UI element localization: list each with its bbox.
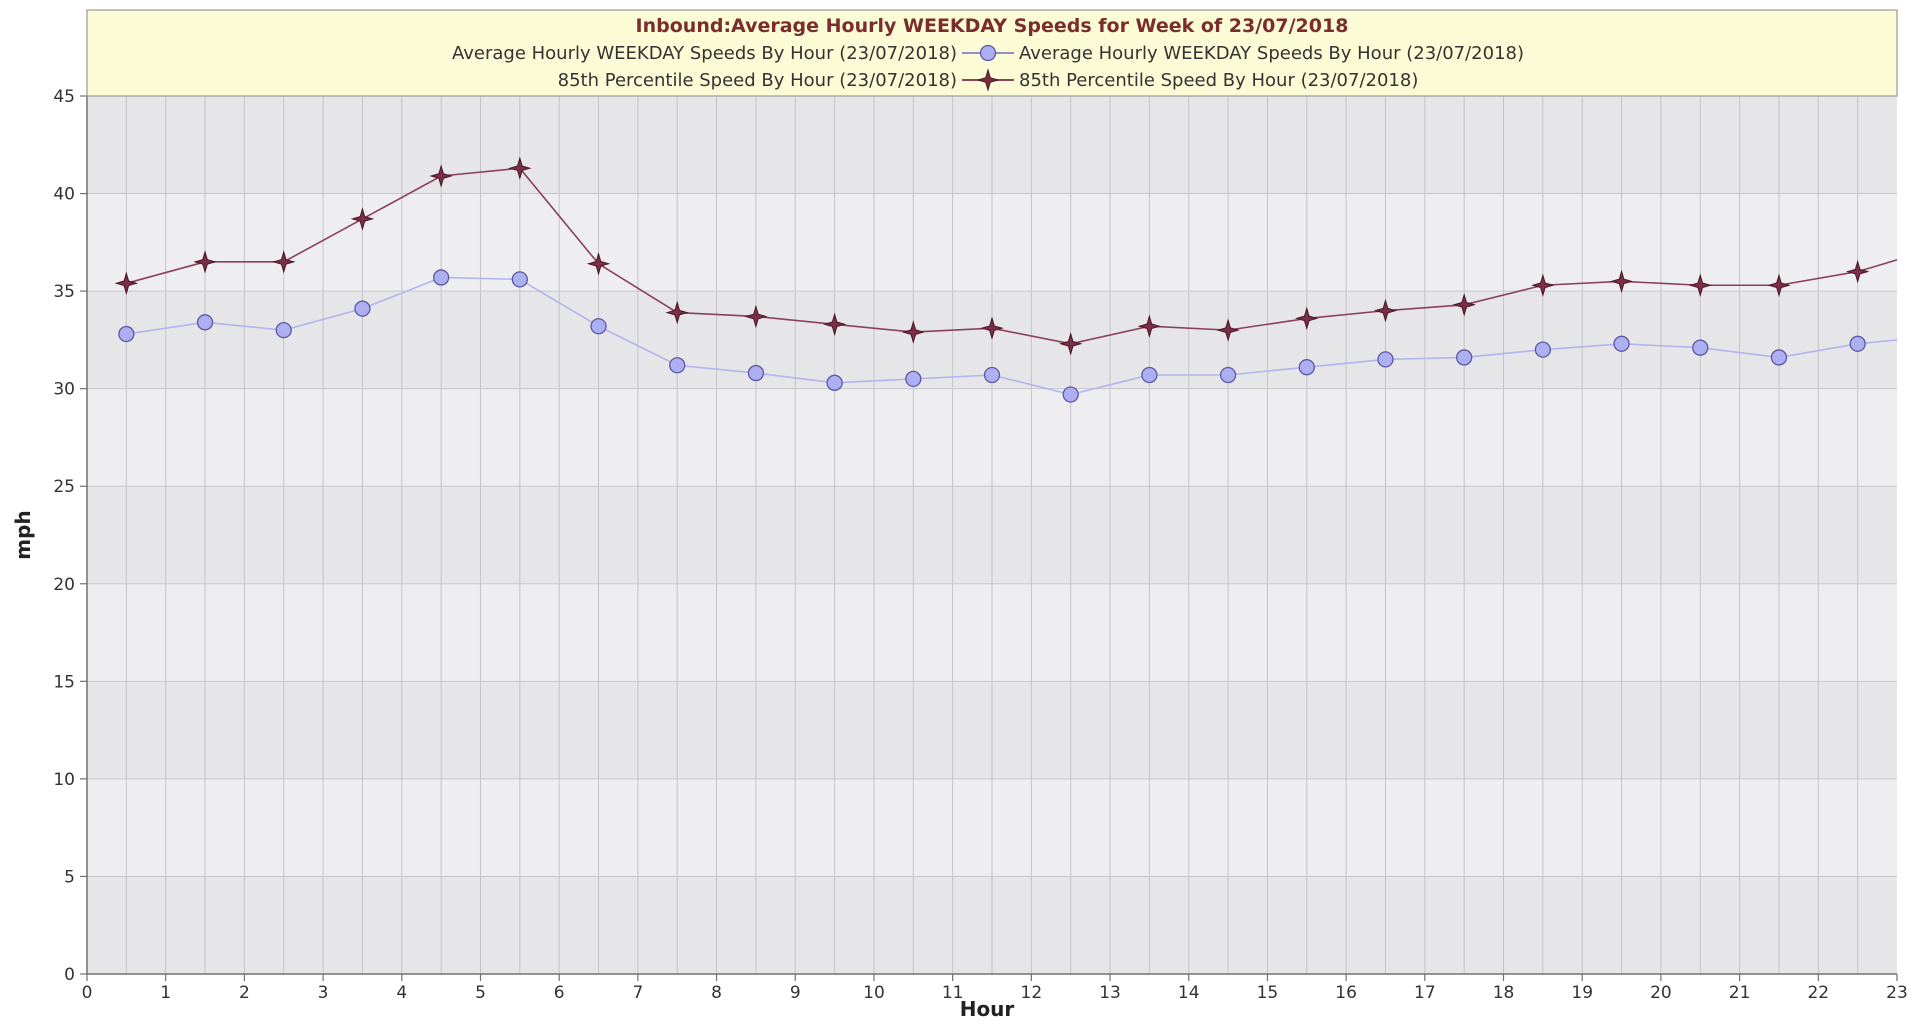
series-line-1 [126,167,1898,345]
x-tick-label: 16 [1335,983,1357,1003]
x-tick-label: 15 [1257,983,1279,1003]
x-tick-label: 5 [475,983,486,1003]
legend-markers [962,44,1014,92]
data-point-series-0 [669,357,686,374]
data-point-series-1 [1216,318,1240,342]
data-point-series-1 [508,156,532,180]
x-tick-label: 8 [711,983,722,1003]
x-tick-label: 21 [1729,983,1751,1003]
data-point-series-0 [1692,339,1709,356]
data-point-series-0 [1849,335,1866,352]
x-tick-label: 20 [1650,983,1672,1003]
x-tick-label: 4 [396,983,407,1003]
data-point-series-0 [590,318,607,335]
data-point-series-0 [1456,349,1473,366]
legend-swatch-marker [976,68,1000,92]
legend: Inbound:Average Hourly WEEKDAY Speeds fo… [86,9,1898,97]
x-tick-label: 23 [1886,983,1908,1003]
data-point-series-1 [1137,314,1162,339]
x-tick-label: 6 [554,983,565,1003]
x-tick-label: 9 [790,983,801,1003]
x-tick-label: 7 [632,983,643,1003]
data-point-series-1 [350,207,375,231]
x-tick-label: 11 [942,983,964,1003]
data-point-series-1 [901,320,926,344]
x-tick-label: 18 [1493,983,1515,1003]
legend-left-label-avg: Average Hourly WEEKDAY Speeds By Hour (2… [452,43,957,64]
data-point-series-1 [744,304,768,329]
legend-right-label-p85: 85th Percentile Speed By Hour (23/07/201… [1019,70,1418,91]
data-point-series-0 [826,374,843,391]
y-tick-label: 20 [53,575,75,595]
data-point-series-1 [1531,273,1555,298]
x-tick-label: 22 [1807,983,1829,1003]
data-point-series-1 [665,300,690,325]
x-tick-label: 13 [1099,983,1121,1003]
data-point-series-1 [271,250,296,274]
data-point-series-0 [1141,366,1158,384]
x-tick-label: 2 [239,983,250,1003]
x-tick-label: 17 [1414,983,1436,1003]
data-point-series-0 [511,271,528,288]
data-point-series-1 [193,250,217,274]
data-point-series-1 [1688,273,1713,298]
data-point-series-0 [1298,359,1315,376]
x-tick-label: 1 [160,983,171,1003]
data-point-series-1 [1373,298,1398,323]
data-point-series-0 [354,300,371,317]
data-point-series-1 [429,164,453,188]
x-tick-label: 0 [82,983,93,1003]
y-tick-label: 15 [53,672,75,692]
x-tick-label: 10 [863,983,885,1003]
data-point-series-0 [1534,341,1552,358]
legend-right-label-avg: Average Hourly WEEKDAY Speeds By Hour (2… [1019,43,1524,64]
data-point-series-0 [747,364,765,382]
data-point-series-0 [1219,366,1237,384]
data-point-series-1 [1058,332,1083,356]
data-point-series-0 [1377,351,1394,368]
y-tick-label: 25 [53,477,75,497]
series-line-0 [126,276,1898,396]
data-point-series-1 [114,271,139,296]
data-point-series-0 [275,321,292,339]
data-point-series-0 [432,269,450,286]
y-tick-label: 30 [53,380,75,400]
x-tick-label: 3 [318,983,329,1003]
data-point-series-0 [983,366,1001,384]
y-tick-label: 35 [53,282,75,302]
y-tick-label: 10 [53,770,75,790]
data-point-series-0 [1062,386,1079,403]
legend-swatch-marker [979,44,997,62]
data-point-series-1 [822,312,847,337]
y-axis-label: mph [11,510,35,559]
y-tick-label: 0 [64,965,75,985]
y-tick-label: 45 [53,87,75,107]
data-point-series-1 [1609,269,1634,294]
x-tick-label: 19 [1571,983,1593,1003]
x-tick-label: 14 [1178,983,1200,1003]
y-tick-label: 40 [53,185,75,205]
x-tick-label: 12 [1021,983,1043,1003]
data-point-series-1 [980,316,1004,340]
data-point-series-1 [1452,292,1476,317]
data-point-series-0 [1613,335,1630,352]
y-tick-label: 5 [64,867,75,887]
chart-title: Inbound:Average Hourly WEEKDAY Speeds fo… [636,15,1349,37]
data-point-series-0 [118,325,135,343]
data-point-series-1 [1845,259,1870,284]
data-point-series-1 [586,252,611,276]
data-point-series-0 [1770,349,1788,366]
data-point-series-1 [1767,273,1791,298]
legend-left-label-p85: 85th Percentile Speed By Hour (23/07/201… [558,70,957,91]
data-point-series-1 [1294,306,1319,331]
data-point-series-0 [905,370,922,388]
data-point-series-0 [196,314,214,331]
x-axis-label: Hour [960,997,1015,1021]
